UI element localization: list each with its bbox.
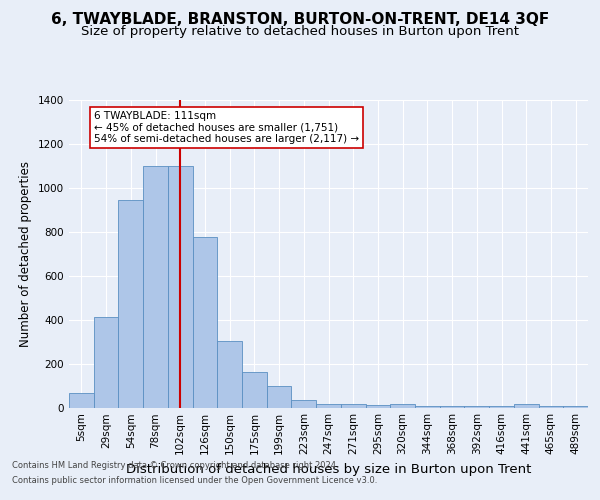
Bar xyxy=(365,406,390,407)
Bar xyxy=(242,372,267,408)
Text: Size of property relative to detached houses in Burton upon Trent: Size of property relative to detached ho… xyxy=(81,25,519,38)
Bar xyxy=(514,404,539,407)
Bar xyxy=(193,238,217,408)
Bar xyxy=(217,340,242,407)
Bar xyxy=(94,318,118,408)
Bar xyxy=(118,200,143,408)
Bar xyxy=(464,406,489,408)
Text: 6, TWAYBLADE, BRANSTON, BURTON-ON-TRENT, DE14 3QF: 6, TWAYBLADE, BRANSTON, BURTON-ON-TRENT,… xyxy=(51,12,549,28)
Text: Contains public sector information licensed under the Open Government Licence v3: Contains public sector information licen… xyxy=(12,476,377,485)
Bar xyxy=(415,406,440,408)
Y-axis label: Number of detached properties: Number of detached properties xyxy=(19,161,32,347)
Bar xyxy=(69,393,94,407)
X-axis label: Distribution of detached houses by size in Burton upon Trent: Distribution of detached houses by size … xyxy=(126,463,531,476)
Bar xyxy=(390,404,415,407)
Bar xyxy=(292,400,316,407)
Bar xyxy=(489,406,514,408)
Bar xyxy=(143,166,168,408)
Bar xyxy=(267,386,292,407)
Bar xyxy=(563,406,588,408)
Text: Contains HM Land Registry data © Crown copyright and database right 2024.: Contains HM Land Registry data © Crown c… xyxy=(12,461,338,470)
Text: 6 TWAYBLADE: 111sqm
← 45% of detached houses are smaller (1,751)
54% of semi-det: 6 TWAYBLADE: 111sqm ← 45% of detached ho… xyxy=(94,111,359,144)
Bar xyxy=(168,166,193,408)
Bar xyxy=(440,406,464,408)
Bar xyxy=(341,404,365,407)
Bar xyxy=(316,404,341,407)
Bar xyxy=(539,406,563,408)
